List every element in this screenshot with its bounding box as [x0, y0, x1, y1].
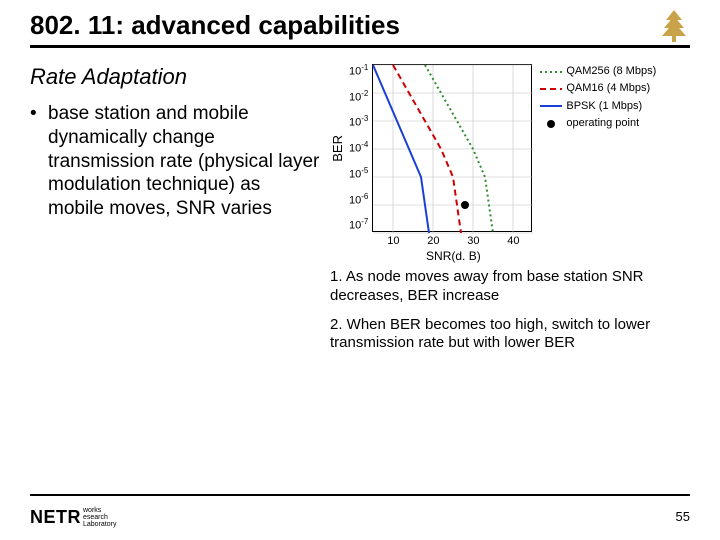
header-rule — [30, 45, 690, 48]
chart-ylabel: BER — [330, 135, 345, 162]
logo-sub2: esearch — [83, 514, 116, 521]
chart-legend: QAM256 (8 Mbps) QAM16 (4 Mbps) BPSK (1 M… — [540, 64, 656, 134]
note-2: 2. When BER becomes too high, switch to … — [330, 316, 690, 354]
bullet-item: • base station and mobile dynamically ch… — [30, 102, 320, 221]
note-1: 1. As node moves away from base station … — [330, 268, 690, 306]
legend-label: operating point — [566, 116, 639, 131]
ber-snr-chart: 10203040 SNR(d. B) — [372, 64, 532, 232]
chart-xlabel: SNR(d. B) — [373, 249, 533, 263]
section-subtitle: Rate Adaptation — [30, 64, 320, 90]
legend-item-op-point: operating point — [540, 116, 656, 131]
logo-sub3: Laboratory — [83, 521, 116, 528]
bullet-text: base station and mobile dynamically chan… — [48, 102, 320, 221]
chart-yticks: 10-110-210-310-410-510-610-7 — [349, 64, 368, 232]
logo-text: NETR — [30, 507, 81, 528]
page-number: 55 — [676, 509, 690, 524]
right-column: BER 10-110-210-310-410-510-610-7 1020304… — [330, 64, 690, 363]
legend-item-qam256: QAM256 (8 Mbps) — [540, 64, 656, 79]
logo-sub1: works — [83, 507, 116, 514]
legend-label: QAM256 (8 Mbps) — [566, 64, 656, 79]
tree-icon — [658, 8, 690, 49]
legend-label: BPSK (1 Mbps) — [566, 99, 642, 114]
legend-item-qam16: QAM16 (4 Mbps) — [540, 81, 656, 96]
slide-title: 802. 11: advanced capabilities — [30, 10, 690, 41]
footer-logo: NETR works esearch Laboratory — [30, 507, 116, 528]
legend-label: QAM16 (4 Mbps) — [566, 81, 650, 96]
left-column: Rate Adaptation • base station and mobil… — [30, 64, 330, 363]
chart-notes: 1. As node moves away from base station … — [330, 268, 690, 363]
bullet-marker: • — [30, 102, 48, 221]
footer-rule — [30, 494, 690, 496]
legend-item-bpsk: BPSK (1 Mbps) — [540, 99, 656, 114]
